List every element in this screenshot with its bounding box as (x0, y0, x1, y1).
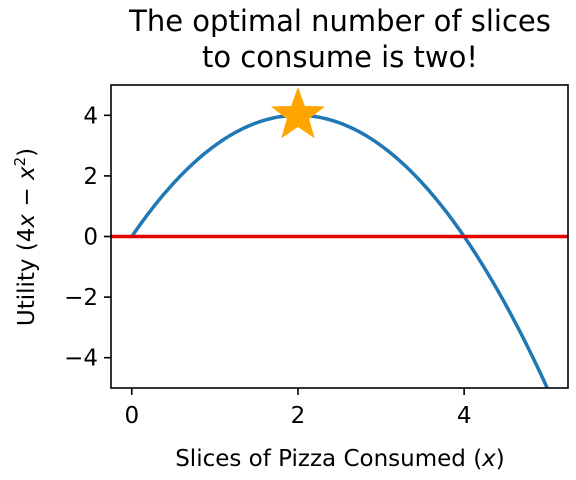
x-tick-label: 4 (457, 403, 472, 429)
chart-title-line-1: The optimal number of slices (128, 4, 551, 38)
y-tick-label: −2 (64, 285, 98, 311)
y-tick-label: 2 (83, 164, 98, 190)
optimum-star-marker (270, 86, 326, 139)
x-axis-label: Slices of Pizza Consumed (x) (175, 446, 505, 472)
x-tick-label: 2 (291, 403, 306, 429)
chart-title-line-2: to consume is two! (202, 40, 478, 74)
x-tick-label: 0 (124, 403, 139, 429)
y-axis-label: Utility (4x − x2) (11, 148, 40, 326)
utility-curve-line (130, 113, 549, 388)
y-tick-label: −4 (64, 346, 98, 372)
y-tick-label: 0 (83, 225, 98, 251)
y-tick-label: 4 (83, 103, 98, 129)
